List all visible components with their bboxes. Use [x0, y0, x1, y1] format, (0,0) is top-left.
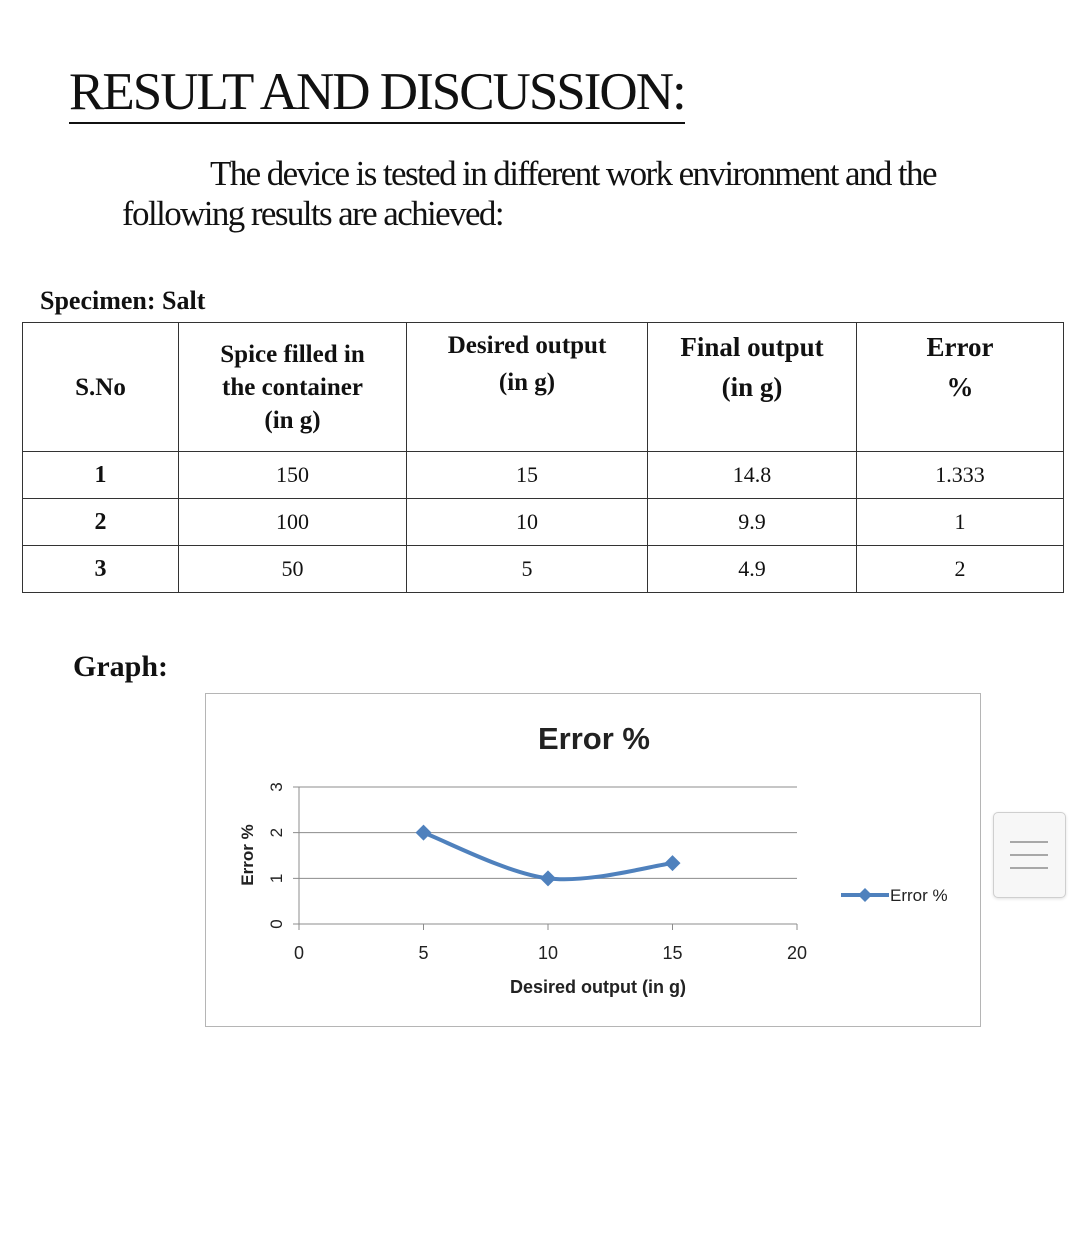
cell-spice-filled: 50 [178, 545, 407, 593]
x-tick-label: 0 [294, 943, 304, 963]
header-sno: S.No [22, 322, 179, 452]
x-tick-label: 20 [787, 943, 807, 963]
menu-line [1010, 867, 1048, 869]
results-table: S.No Spice filled in the container (in g… [22, 322, 1064, 593]
header-line: Spice filled in [220, 340, 365, 368]
x-tick-label: 10 [538, 943, 558, 963]
cell-error: 2 [856, 545, 1064, 593]
data-point [540, 870, 556, 887]
table-header-row: S.No Spice filled in the container (in g… [22, 322, 1064, 452]
cell-desired-output: 10 [406, 498, 648, 546]
cell-final-output: 9.9 [647, 498, 857, 546]
header-desired-output: Desired output (in g) [406, 322, 648, 452]
legend-label: Error % [890, 886, 948, 905]
table-row: 1 150 15 14.8 1.333 [22, 451, 1064, 499]
cell-desired-output: 5 [406, 545, 648, 593]
graph-label: Graph: [73, 650, 169, 683]
header-line: S.No [75, 373, 126, 401]
data-point [415, 824, 432, 841]
header-spice-filled: Spice filled in the container (in g) [178, 322, 407, 452]
cell-final-output: 4.9 [647, 545, 857, 593]
cell-desired-output: 15 [406, 451, 648, 499]
table-row: 2 100 10 9.9 1 [22, 498, 1064, 546]
header-line: % [946, 372, 974, 402]
cell-spice-filled: 150 [178, 451, 407, 499]
cell-spice-filled: 100 [178, 498, 407, 546]
table-row: 3 50 5 4.9 2 [22, 545, 1064, 593]
x-tick-label: 15 [662, 943, 682, 963]
header-line: Error [926, 332, 994, 362]
header-line: Final output [680, 332, 824, 362]
x-axis-title: Desired output (in g) [510, 977, 686, 997]
y-tick-label: 3 [267, 782, 286, 791]
cell-sno: 2 [22, 498, 179, 546]
x-tick-label: 5 [418, 943, 428, 963]
y-axis-title: Error % [238, 824, 257, 885]
legend-marker [858, 888, 872, 902]
header-line: (in g) [264, 406, 321, 434]
error-chart: Error % 0 1 2 3 0 5 10 15 20 Desired output (in g)… [205, 693, 981, 1027]
header-final-output: Final output (in g) [647, 322, 857, 452]
side-menu-button[interactable] [993, 812, 1066, 898]
cell-error: 1.333 [856, 451, 1064, 499]
y-tick-label: 0 [267, 919, 286, 928]
section-heading: RESULT AND DISCUSSION: [69, 62, 687, 124]
chart-title: Error % [538, 721, 650, 756]
menu-line [1010, 854, 1048, 856]
header-line: Desired output [447, 332, 607, 359]
specimen-label: Specimen: Salt [40, 286, 206, 315]
cell-final-output: 14.8 [647, 451, 857, 499]
cell-error: 1 [856, 498, 1064, 546]
chart-svg: Error % 0 1 2 3 0 5 10 15 20 Desired output (in g)… [238, 721, 948, 997]
header-line: (in g) [498, 369, 556, 396]
menu-line [1010, 841, 1048, 843]
data-point [664, 855, 681, 872]
cell-sno: 3 [22, 545, 179, 593]
cell-sno: 1 [22, 451, 179, 499]
header-line: the container [222, 373, 363, 401]
y-tick-label: 2 [267, 828, 286, 837]
header-line: (in g) [721, 372, 783, 402]
intro-paragraph: The device is tested in different work e… [122, 154, 937, 233]
header-error: Error % [856, 322, 1064, 452]
y-tick-label: 1 [267, 874, 286, 883]
